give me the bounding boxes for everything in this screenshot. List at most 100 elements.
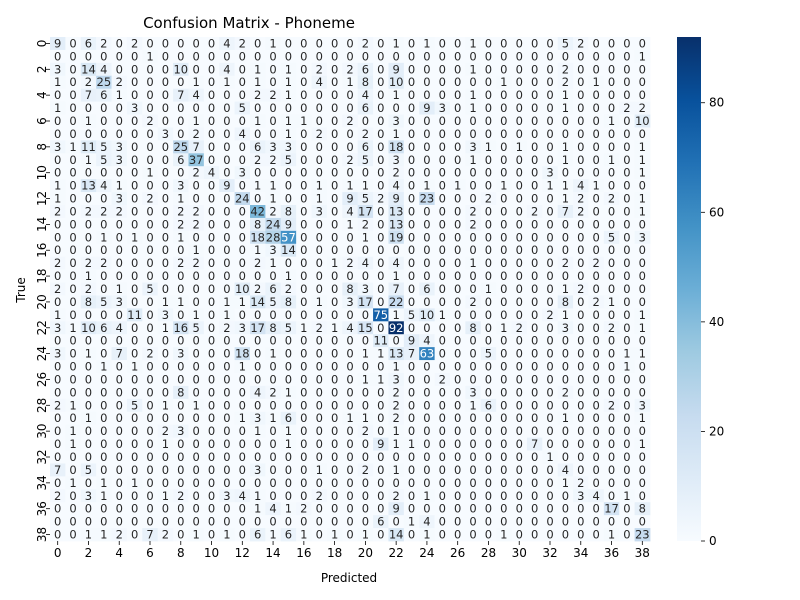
cell-value-label: 5 [285,321,292,335]
cell-value-label: 0 [162,463,169,477]
cell-value-label: 24 [235,192,250,206]
heatmap-cell [265,114,282,128]
cell-value-label: 0 [377,398,384,412]
cell-value-label: 0 [331,230,338,244]
cell-value-label: 0 [208,398,215,412]
cell-value-label: 1 [454,179,461,193]
cell-value-label: 6 [85,36,92,50]
cell-value-label: 1 [69,321,76,335]
cell-value-label: 0 [408,217,415,231]
cell-value-label: 0 [485,217,492,231]
cell-value-label: 0 [485,424,492,438]
cell-value-label: 1 [100,360,107,374]
heatmap-cell [465,140,482,154]
cell-value-label: 0 [316,217,323,231]
cell-value-label: 0 [577,334,584,348]
y-tick-label: 18 [35,268,49,283]
cell-value-label: 0 [516,127,523,141]
cell-value-label: 2 [254,256,261,270]
heatmap-cell [188,101,205,115]
cell-value-label: 0 [439,437,446,451]
cell-value-label: 0 [546,75,553,89]
cell-value-label: 0 [131,49,138,63]
cell-value-label: 4 [208,166,215,180]
y-tick-label: 16 [35,243,49,258]
chart-title: Confusion Matrix - Phoneme [143,14,355,32]
heatmap-cell [419,114,436,128]
cell-value-label: 0 [592,243,599,257]
cell-value-label: 9 [392,192,399,206]
cell-value-label: 0 [623,295,630,309]
cell-value-label: 0 [516,179,523,193]
cell-value-label: 0 [362,334,369,348]
cell-value-label: 1 [162,398,169,412]
y-tick-label: 32 [35,449,49,464]
cell-value-label: 0 [454,243,461,257]
cell-value-label: 0 [423,476,430,490]
cell-value-label: 0 [54,385,61,399]
cell-value-label: 0 [423,49,430,63]
cell-value-label: 0 [346,140,353,154]
heatmap-cell [80,101,97,115]
cell-value-label: 0 [331,372,338,386]
cell-value-label: 0 [577,243,584,257]
cell-value-label: 0 [208,437,215,451]
cell-value-label: 1 [162,437,169,451]
cell-value-label: 0 [454,424,461,438]
heatmap-cell [496,88,512,103]
cell-value-label: 0 [85,334,92,348]
cell-value-label: 0 [377,502,384,516]
cell-value-label: 0 [177,528,184,542]
cell-value-label: 0 [208,489,215,503]
cell-value-label: 0 [192,385,199,399]
cell-value-label: 0 [516,192,523,206]
cell-value-label: 1 [346,75,353,89]
cell-value-label: 0 [223,347,230,361]
cell-value-label: 0 [85,515,92,529]
cell-value-label: 0 [131,256,138,270]
colorbar-tick-label: 20 [709,424,724,438]
cell-value-label: 0 [516,398,523,412]
cell-value-label: 0 [208,308,215,322]
cell-value-label: 0 [608,166,615,180]
cell-value-label: 0 [100,347,107,361]
heatmap-cell [311,140,328,154]
heatmap-cell [388,127,405,141]
cell-value-label: 0 [500,347,507,361]
heatmap-cell [342,88,359,103]
cell-value-label: 0 [500,308,507,322]
cell-value-label: 0 [423,398,430,412]
cell-value-label: 0 [162,49,169,63]
heatmap-cell [388,49,405,64]
heatmap-cell [342,75,359,90]
cell-value-label: 0 [485,243,492,257]
heatmap-cell [173,140,189,154]
cell-value-label: 2 [254,88,261,102]
heatmap-cell [526,153,543,167]
cell-value-label: 0 [239,385,246,399]
cell-value-label: 0 [485,269,492,283]
cell-value-label: 2 [469,295,476,309]
cell-value-label: 2 [516,321,523,335]
cell-value-label: 1 [469,62,476,76]
cell-value-label: 9 [54,36,61,50]
cell-value-label: 0 [531,424,538,438]
cell-value-label: 0 [131,347,138,361]
cell-value-label: 0 [639,424,646,438]
cell-value-label: 1 [254,243,261,257]
heatmap-cell [342,101,359,115]
cell-value-label: 0 [269,308,276,322]
cell-value-label: 0 [546,295,553,309]
cell-value-label: 0 [577,269,584,283]
cell-value-label: 0 [116,489,123,503]
cell-value-label: 0 [623,502,630,516]
cell-value-label: 0 [531,372,538,386]
cell-value-label: 1 [269,36,276,50]
cell-value-label: 0 [639,282,646,296]
cell-value-label: 0 [316,372,323,386]
cell-value-label: 0 [54,424,61,438]
cell-value-label: 0 [54,360,61,374]
cell-value-label: 0 [131,502,138,516]
cell-value-label: 0 [300,62,307,76]
cell-value-label: 0 [516,411,523,425]
